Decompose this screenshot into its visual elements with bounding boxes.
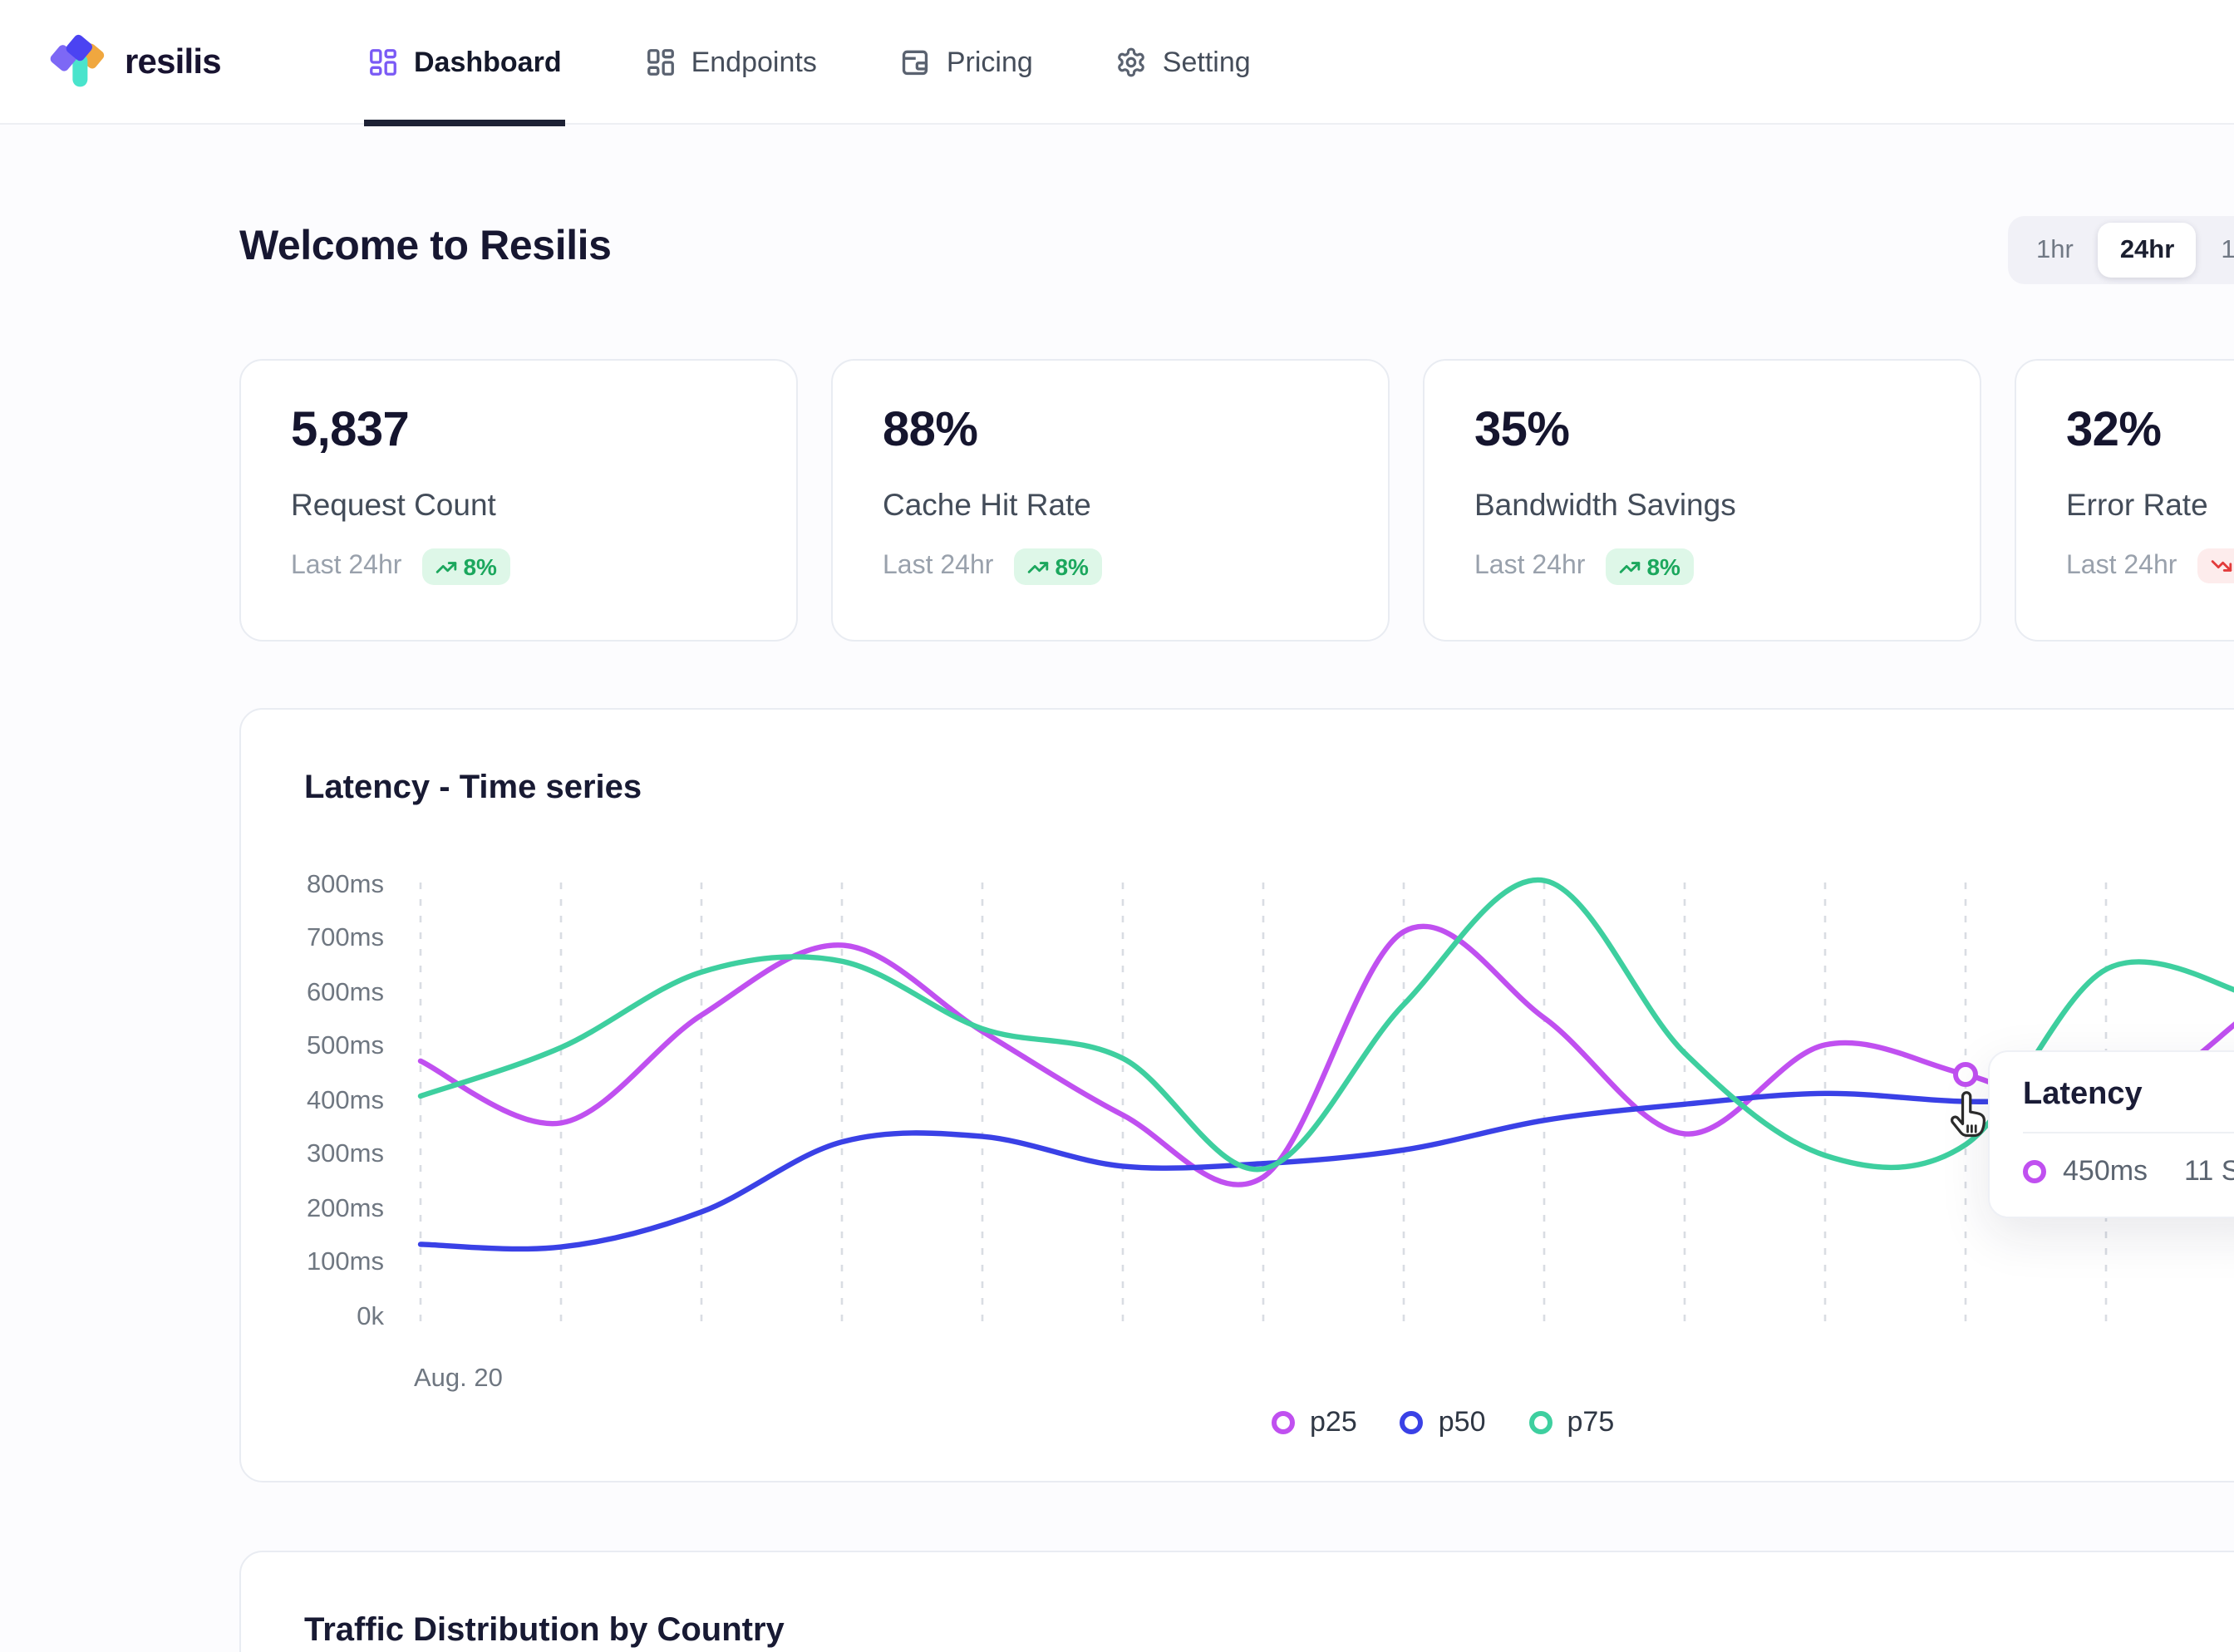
trend-badge: 8% xyxy=(1605,548,1694,585)
stat-period: Last 24hr xyxy=(1474,552,1586,580)
brand-logo-icon xyxy=(47,32,110,92)
logo-blue-diamond xyxy=(66,33,93,61)
legend-item-p25[interactable]: p25 xyxy=(1272,1406,1357,1439)
p75-ring-icon xyxy=(1528,1411,1552,1434)
legend-item-p50[interactable]: p50 xyxy=(1400,1406,1486,1439)
stat-card-error-rate: 32% Error Rate Last 24hr xyxy=(2015,359,2234,642)
nav-item-endpoints[interactable]: Endpoints xyxy=(645,0,817,125)
logo-teal-tail xyxy=(72,52,88,86)
range-option-1w[interactable]: 1w xyxy=(2199,223,2234,278)
stat-label: Cache Hit Rate xyxy=(883,487,1091,522)
y-axis-tick-label: 800ms xyxy=(306,871,384,899)
stat-card-request-count: 5,837 Request Count Last 24hr 8% xyxy=(239,359,798,642)
latency-chart-plot: Aug. 20 p25 p50 p75 xyxy=(241,710,2234,1484)
stat-period: Last 24hr xyxy=(883,552,994,580)
y-axis-tick-label: 100ms xyxy=(306,1248,384,1277)
layout-grid-icon xyxy=(367,47,399,78)
nav-item-label: Pricing xyxy=(946,46,1033,77)
brand-logo[interactable]: resilis xyxy=(47,0,222,125)
series-line-p50[interactable] xyxy=(417,1090,2234,1252)
time-range-selector: 1hr 24hr 1w xyxy=(2008,216,2234,284)
gear-icon xyxy=(1116,47,1148,78)
nav-item-label: Endpoints xyxy=(691,46,817,77)
stat-card-bandwidth-savings: 35% Bandwidth Savings Last 24hr 8% xyxy=(1423,359,1981,642)
nav-item-pricing[interactable]: Pricing xyxy=(900,0,1033,125)
chart-legend: p25 p50 p75 xyxy=(1272,1406,1614,1439)
nav-item-label: Setting xyxy=(1162,46,1251,77)
tooltip-divider xyxy=(2023,1132,2234,1133)
stat-value: 35% xyxy=(1474,404,1570,457)
stat-label: Bandwidth Savings xyxy=(1474,487,1736,522)
stat-cards-row: 5,837 Request Count Last 24hr 8% 88% Cac… xyxy=(239,359,2234,642)
nav-item-label: Dashboard xyxy=(414,46,562,77)
p25-ring-icon xyxy=(1272,1411,1295,1434)
nav-item-setting[interactable]: Setting xyxy=(1116,0,1251,125)
p50-ring-icon xyxy=(1400,1411,1424,1434)
stat-period: Last 24hr xyxy=(2066,551,2177,579)
x-axis-label: Aug. 20 xyxy=(414,1364,503,1393)
chart-title: Latency - Time series xyxy=(304,769,642,806)
trend-badge: 8% xyxy=(421,548,510,585)
legend-item-p75[interactable]: p75 xyxy=(1528,1406,1614,1439)
stat-value: 32% xyxy=(2066,404,2162,457)
stat-value: 88% xyxy=(883,404,978,457)
page-title: Welcome to Resilis xyxy=(239,223,612,269)
y-axis-tick-label: 700ms xyxy=(306,924,384,953)
main-nav: Dashboard Endpoints xyxy=(364,0,1251,126)
stat-period: Last 24hr xyxy=(291,552,402,580)
tooltip-time: 11 Se xyxy=(2184,1155,2234,1187)
trending-up-icon xyxy=(435,561,456,573)
traffic-card-title: Traffic Distribution by Country xyxy=(304,1612,785,1649)
top-navbar: resilis Dashboard En xyxy=(0,0,2234,126)
trending-up-icon xyxy=(1027,561,1048,573)
y-axis-tick-label: 400ms xyxy=(306,1086,384,1115)
range-option-1hr[interactable]: 1hr xyxy=(2015,223,2095,278)
traffic-distribution-card: Traffic Distribution by Country xyxy=(239,1551,2234,1652)
tooltip-title: Latency xyxy=(2023,1077,2143,1112)
trending-up-icon xyxy=(1619,561,1640,573)
brand-name: resilis xyxy=(125,42,222,81)
series-line-p25[interactable] xyxy=(417,923,2234,1187)
tooltip-row: 450ms 11 Se xyxy=(2023,1155,2234,1188)
stat-value: 5,837 xyxy=(291,404,410,457)
stat-card-cache-hit-rate: 88% Cache Hit Rate Last 24hr 8% xyxy=(831,359,1390,642)
tooltip-value: 450ms xyxy=(2063,1155,2148,1187)
hovered-point-marker[interactable] xyxy=(1953,1062,1978,1088)
layout-grid-icon xyxy=(645,47,677,78)
stat-label: Error Rate xyxy=(2066,487,2208,522)
chart-tooltip: Latency 450ms 11 Se xyxy=(1988,1050,2234,1218)
y-axis-tick-label: 200ms xyxy=(306,1194,384,1223)
y-axis-tick-label: 300ms xyxy=(306,1140,384,1169)
series-line-p75[interactable] xyxy=(417,877,2234,1173)
wallet-icon xyxy=(900,47,932,78)
trend-badge xyxy=(2197,548,2234,583)
y-axis-tick-label: 0k xyxy=(357,1302,384,1330)
nav-item-dashboard[interactable]: Dashboard xyxy=(364,0,565,126)
trend-badge: 8% xyxy=(1013,548,1102,585)
range-option-24hr[interactable]: 24hr xyxy=(2098,223,2197,278)
hand-cursor-icon xyxy=(1950,1090,1985,1137)
y-axis-tick-label: 500ms xyxy=(306,1032,384,1061)
trending-down-icon xyxy=(2211,560,2232,572)
y-axis-tick-label: 600ms xyxy=(306,978,384,1007)
latency-chart-card: Latency - Time series Aug. 20 p25 p50 p7… xyxy=(239,708,2234,1482)
stat-label: Request Count xyxy=(291,487,496,522)
p25-ring-icon xyxy=(2023,1160,2046,1183)
latency-line-chart xyxy=(417,877,2234,1331)
